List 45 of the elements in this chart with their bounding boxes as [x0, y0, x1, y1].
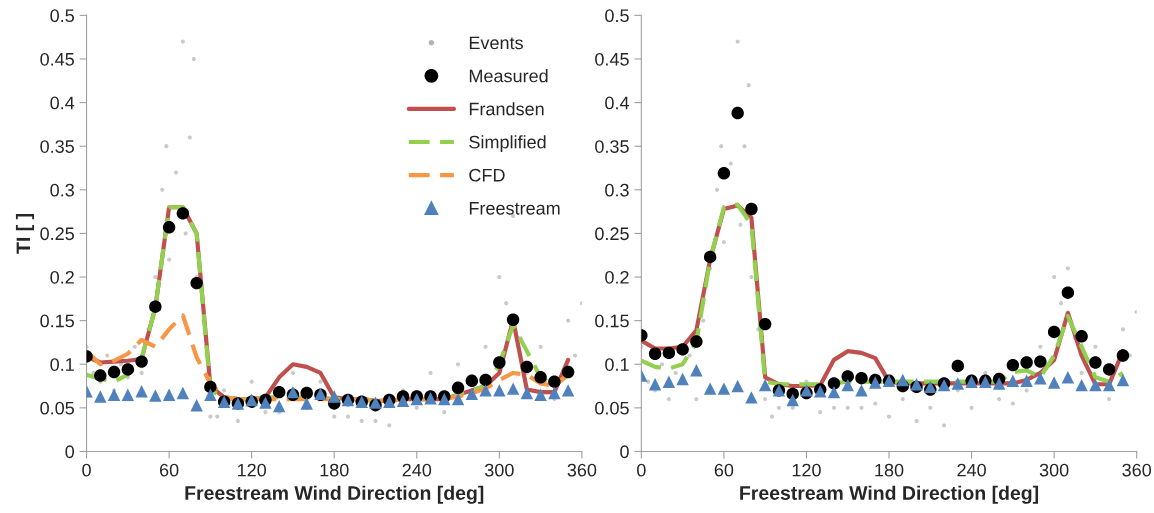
y-tick-label: 0 [620, 445, 629, 459]
y-tick-label: 0.15 [40, 314, 74, 328]
x-axis-title: Freestream Wind Direction [deg] [740, 485, 1039, 504]
x-tick-label: 180 [320, 463, 349, 477]
y-tick-label: 0.05 [40, 401, 74, 415]
y-tick-label: 0.05 [595, 401, 629, 415]
x-tick-label: 300 [484, 463, 514, 477]
y-axis-title: TI [ ] [15, 213, 35, 254]
y-tick-label: 0.4 [605, 96, 630, 110]
x-tick-label: 360 [1122, 463, 1152, 477]
x-tick-label: 240 [402, 463, 432, 477]
y-tick-label: 0.3 [50, 183, 74, 197]
x-tick-label: 240 [957, 463, 986, 477]
x-tick-label: 180 [875, 463, 904, 477]
x-tick-label: 120 [792, 463, 821, 477]
x-tick-label: 300 [1039, 463, 1069, 477]
y-tick-label: 0.2 [50, 270, 74, 284]
y-tick-label: 0.35 [40, 140, 74, 153]
y-tick-label: 0 [65, 445, 75, 459]
y-tick-label: 0.45 [595, 52, 629, 66]
legend-label: Events [469, 36, 523, 50]
legend-label: Frandsen [469, 102, 544, 116]
x-tick-label: 360 [567, 463, 597, 477]
x-tick-label: 60 [714, 463, 734, 477]
legend-label: Measured [469, 69, 548, 83]
x-tick-label: 0 [82, 463, 91, 477]
x-tick-label: 120 [237, 463, 267, 477]
x-tick-label: 60 [159, 463, 179, 477]
y-tick-label: 0.5 [605, 9, 629, 23]
y-tick-label: 0.35 [595, 140, 629, 153]
y-tick-label: 0.15 [595, 314, 629, 328]
y-tick-label: 0.25 [40, 227, 74, 241]
x-axis-title: Freestream Wind Direction [deg] [185, 485, 484, 504]
y-tick-label: 0.25 [595, 227, 629, 241]
y-tick-label: 0.1 [50, 358, 74, 371]
x-tick-label: 0 [637, 463, 646, 477]
y-tick-label: 0.45 [40, 52, 74, 66]
legend-label: Freestream [469, 202, 560, 215]
legend-label: Simplified [469, 135, 546, 153]
y-tick-label: 0.1 [605, 358, 629, 371]
legend-label: CFD [469, 168, 505, 182]
y-tick-label: 0.2 [605, 270, 629, 284]
y-tick-label: 0.5 [50, 9, 74, 23]
y-tick-label: 0.3 [605, 183, 629, 197]
y-tick-label: 0.4 [50, 96, 75, 110]
